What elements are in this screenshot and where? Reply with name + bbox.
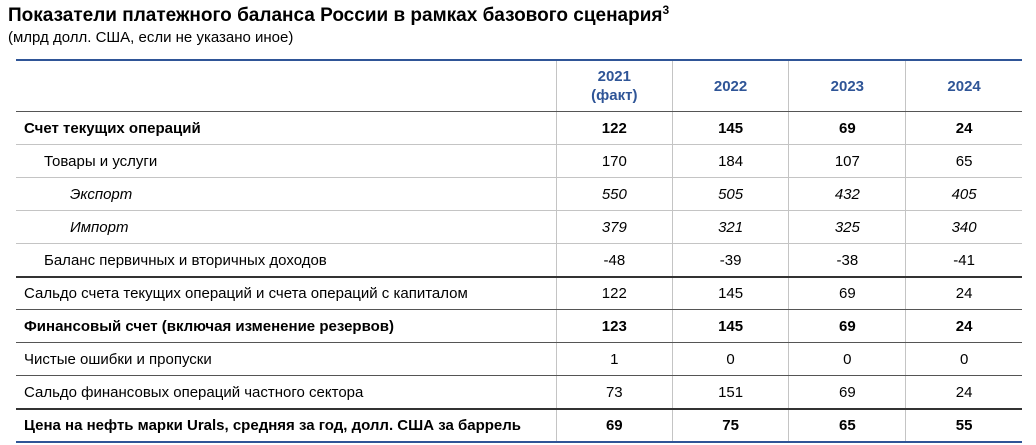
row-label: Сальдо счета текущих операций и счета оп… [24, 285, 468, 302]
value-cell: 325 [788, 211, 905, 243]
row-label: Экспорт [70, 185, 133, 203]
row-label: Сальдо финансовых операций частного сект… [24, 383, 364, 401]
value-cell: 505 [671, 178, 789, 210]
value-cell: 24 [905, 112, 1022, 144]
table-row-goods-services: Товары и услуги 170 184 107 65 [16, 144, 1022, 177]
header-year: 2023 [830, 77, 865, 95]
table-row-financial-account: Финансовый счет (включая изменение резер… [16, 309, 1022, 342]
value-cell: 69 [555, 410, 672, 441]
value-cell: 122 [555, 278, 672, 309]
value-cell: 550 [555, 178, 672, 210]
value-cell: 69 [788, 112, 905, 144]
header-2022: 2022 [671, 61, 789, 111]
row-label: Финансовый счет (включая изменение резер… [24, 317, 394, 335]
value-cell: 55 [905, 410, 1022, 441]
row-label: Товары и услуги [44, 152, 158, 170]
value-cell: 69 [788, 310, 905, 342]
value-cell: 69 [788, 376, 905, 408]
value-cell: 170 [555, 145, 672, 177]
value-cell: 65 [788, 410, 905, 441]
value-cell: 184 [671, 145, 789, 177]
table-row-current-account: Счет текущих операций 122 145 69 24 [16, 111, 1022, 144]
table-row-import: Импорт 379 321 325 340 [16, 210, 1022, 243]
header-2024: 2024 [905, 61, 1022, 111]
header-year: 2024 [947, 77, 981, 95]
value-cell: 145 [671, 310, 789, 342]
value-cell: 151 [671, 376, 789, 408]
row-label: Импорт [70, 218, 129, 236]
row-label: Баланс первичных и вторичных доходов [44, 251, 327, 269]
value-cell: 145 [671, 112, 789, 144]
value-cell: 0 [671, 343, 789, 375]
value-cell: 69 [788, 278, 905, 309]
header-2021: 2021 (факт) [555, 61, 672, 111]
value-cell: 340 [905, 211, 1022, 243]
title-footnote-mark: 3 [662, 3, 670, 17]
balance-of-payments-table: 2021 (факт) 2022 2023 2024 Счет текущих о… [16, 59, 1022, 443]
value-cell: 122 [555, 112, 672, 144]
header-note: (факт) [591, 87, 638, 104]
value-cell: -39 [671, 244, 789, 276]
value-cell: 73 [555, 376, 672, 408]
table-header-row: 2021 (факт) 2022 2023 2024 [16, 61, 1022, 111]
value-cell: -38 [788, 244, 905, 276]
value-cell: 145 [671, 278, 789, 309]
value-cell: 0 [905, 343, 1022, 375]
row-label: Цена на нефть марки Urals, средняя за го… [24, 417, 521, 434]
row-label: Чистые ошибки и пропуски [24, 350, 212, 368]
header-year: 2022 [713, 77, 748, 95]
value-cell: 0 [788, 343, 905, 375]
value-cell: 405 [905, 178, 1022, 210]
value-cell: 24 [905, 376, 1022, 408]
page-subtitle: (млрд долл. США, если не указано иное) [8, 29, 294, 46]
value-cell: 1 [555, 343, 672, 375]
title-text: Показатели платежного баланса России в р… [8, 5, 663, 26]
page-title: Показатели платежного баланса России в р… [8, 3, 669, 27]
value-cell: 432 [788, 178, 905, 210]
value-cell: 24 [905, 278, 1022, 309]
value-cell: -48 [555, 244, 672, 276]
value-cell: -41 [905, 244, 1022, 276]
value-cell: 65 [905, 145, 1022, 177]
row-label: Счет текущих операций [24, 119, 201, 137]
table-row-current-capital-balance: Сальдо счета текущих операций и счета оп… [16, 276, 1022, 309]
table-row-urals-price: Цена на нефть марки Urals, средняя за го… [16, 408, 1022, 441]
table-row-private-sector: Сальдо финансовых операций частного сект… [16, 375, 1022, 408]
value-cell: 379 [555, 211, 672, 243]
value-cell: 107 [788, 145, 905, 177]
value-cell: 123 [555, 310, 672, 342]
table-row-income-balance: Баланс первичных и вторичных доходов -48… [16, 243, 1022, 276]
value-cell: 75 [671, 410, 789, 441]
table-row-errors-omissions: Чистые ошибки и пропуски 1 0 0 0 [16, 342, 1022, 375]
value-cell: 24 [905, 310, 1022, 342]
value-cell: 321 [671, 211, 789, 243]
header-year: 2021 [597, 68, 631, 85]
table-row-export: Экспорт 550 505 432 405 [16, 177, 1022, 210]
header-2023: 2023 [788, 61, 905, 111]
